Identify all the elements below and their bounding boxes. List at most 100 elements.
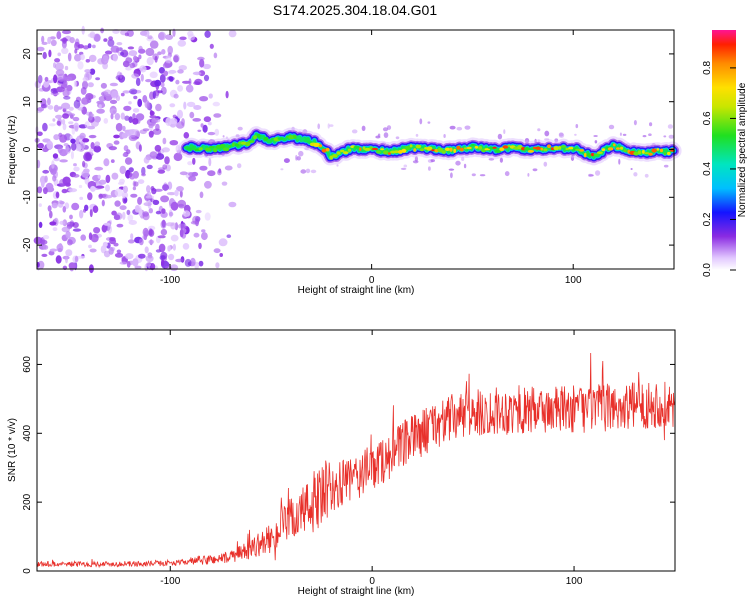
spectrogram-noise-cell — [570, 155, 575, 161]
signal-track-peak — [213, 148, 218, 153]
spectrogram-noise-cell — [595, 170, 601, 176]
spectrogram-noise-cell — [114, 200, 121, 207]
spectrogram-noise-cell — [187, 33, 196, 41]
signal-track-peak — [415, 144, 422, 149]
spectrogram-noise-cell — [327, 123, 330, 129]
spectrogram-noise-cell — [129, 62, 136, 69]
signal-track-peak — [376, 150, 381, 154]
spectrogram-noise-cell — [126, 209, 131, 216]
spectrogram-noise-cell — [329, 124, 334, 127]
spectrogram-noise-cell — [152, 199, 160, 205]
spectrogram-noise-cell — [175, 79, 180, 85]
spectrogram-noise-cell — [37, 107, 44, 112]
spectrogram-x-ticks: -100 0 100 — [160, 30, 582, 286]
signal-track-peak — [191, 146, 196, 151]
spectrogram-noise-cell — [128, 167, 134, 173]
spectrogram-noise-cell — [317, 123, 321, 130]
spectrogram-noise-cell — [144, 246, 149, 254]
spectrogram-noise-cell — [450, 172, 453, 179]
signal-track-peak — [502, 145, 509, 149]
signal-track-peak — [593, 153, 599, 156]
spectrogram-noise-cell — [103, 158, 110, 167]
spectrogram-noise-cell — [195, 209, 202, 214]
spectrogram-noise-cell — [131, 73, 140, 79]
signal-track-peak — [266, 139, 273, 144]
spectrogram-noise-cell — [122, 125, 126, 132]
signal-track-peak — [325, 147, 330, 152]
spectrogram-noise-cell — [188, 175, 197, 182]
spectrogram-noise-cell — [57, 247, 63, 252]
spectrogram-noise-cell — [192, 118, 201, 122]
spectrogram-noise-cell — [68, 121, 74, 125]
spectrogram-noise-cell — [96, 100, 104, 105]
spectrogram-noise-cell — [62, 206, 67, 213]
spectrogram-noise-cell — [448, 168, 455, 171]
spectrogram-noise-cell — [72, 222, 79, 228]
spectrogram-noise-cell — [41, 35, 45, 44]
signal-track-peak — [203, 145, 206, 150]
spectrogram-noise-cell — [544, 138, 550, 141]
spectrogram-noise-cell — [166, 192, 176, 196]
spectrogram-noise-cell — [193, 105, 202, 110]
spectrogram-noise-cell — [154, 55, 158, 63]
spectrogram-noise-cell — [132, 118, 139, 125]
spectrogram-noise-cell — [443, 134, 446, 138]
spectrogram-noise-cell — [177, 199, 187, 209]
spectrogram-noise-cell — [193, 232, 200, 238]
spectrogram-noise-cell — [488, 158, 495, 161]
spectrogram-noise-cell — [633, 172, 638, 177]
spectrogram-x-tick-label: -100 — [160, 275, 180, 286]
spectrogram-noise-cell — [77, 107, 84, 111]
spectrogram-noise-cell — [504, 171, 510, 177]
spectrogram-noise-cell — [52, 118, 56, 122]
signal-track-peak — [245, 141, 251, 147]
spectrogram-noise-cell — [124, 171, 133, 178]
spectrogram-noise-cell — [49, 221, 57, 226]
signal-track-peak — [413, 148, 417, 152]
signal-track-peak — [260, 136, 265, 140]
spectrogram-noise-cell — [147, 35, 153, 40]
spectrogram-noise-cell — [190, 257, 196, 267]
spectrogram-noise-cell — [169, 140, 179, 146]
spectrogram-noise-cell — [310, 169, 317, 174]
spectrogram-noise-cell — [146, 164, 153, 170]
spectrogram-noise-cell — [108, 247, 114, 255]
spectrogram-noise-cell — [176, 186, 184, 192]
spectrogram-noise-cell — [455, 160, 461, 166]
spectrogram-noise-cell — [162, 62, 171, 69]
spectrogram-noise-cell — [207, 121, 212, 126]
snr-y-tick-label: 200 — [22, 493, 33, 510]
spectrogram-noise-cell — [296, 156, 302, 161]
spectrogram-noise-cell — [133, 181, 139, 187]
spectrogram-noise-cell — [608, 124, 615, 130]
spectrogram-noise-cell — [182, 210, 191, 217]
spectrogram-noise-cell — [169, 117, 178, 125]
spectrogram-noise-cell — [77, 61, 84, 70]
spectrogram-noise-cell — [83, 45, 89, 50]
spectrogram-noise-cell — [138, 54, 142, 60]
spectrogram-noise-cell — [73, 80, 77, 87]
spectrogram-noise-cell — [102, 62, 108, 70]
signal-track-peak — [579, 149, 584, 152]
spectrogram-noise-cell — [184, 258, 192, 267]
spectrogram-noise-cell — [291, 126, 295, 131]
spectrogram-noise-cell — [113, 242, 119, 247]
spectrogram-noise-cell — [167, 45, 173, 55]
spectrogram-noise-cell — [102, 241, 108, 248]
spectrogram-noise-cell — [382, 127, 389, 132]
signal-track-peak — [495, 149, 502, 153]
spectrogram-noise-cell — [164, 156, 170, 165]
spectrogram-noise-cell — [40, 98, 47, 106]
spectrogram-noise-cell — [544, 130, 550, 137]
signal-track-peak — [565, 147, 569, 151]
spectrogram-noise-cell — [59, 220, 65, 225]
spectrogram-noise-cell — [543, 161, 548, 167]
spectrogram-noise-cell — [192, 157, 196, 165]
spectrogram-noise-cell — [105, 184, 110, 192]
colorbar-tick-label: 0.4 — [702, 162, 713, 176]
spectrogram-noise-cell — [209, 43, 214, 49]
spectrogram-noise-cell — [47, 205, 52, 212]
spectrogram-noise-cell — [112, 53, 118, 62]
spectrogram-noise-cell — [149, 263, 156, 271]
spectrogram-noise-cell — [44, 76, 49, 82]
